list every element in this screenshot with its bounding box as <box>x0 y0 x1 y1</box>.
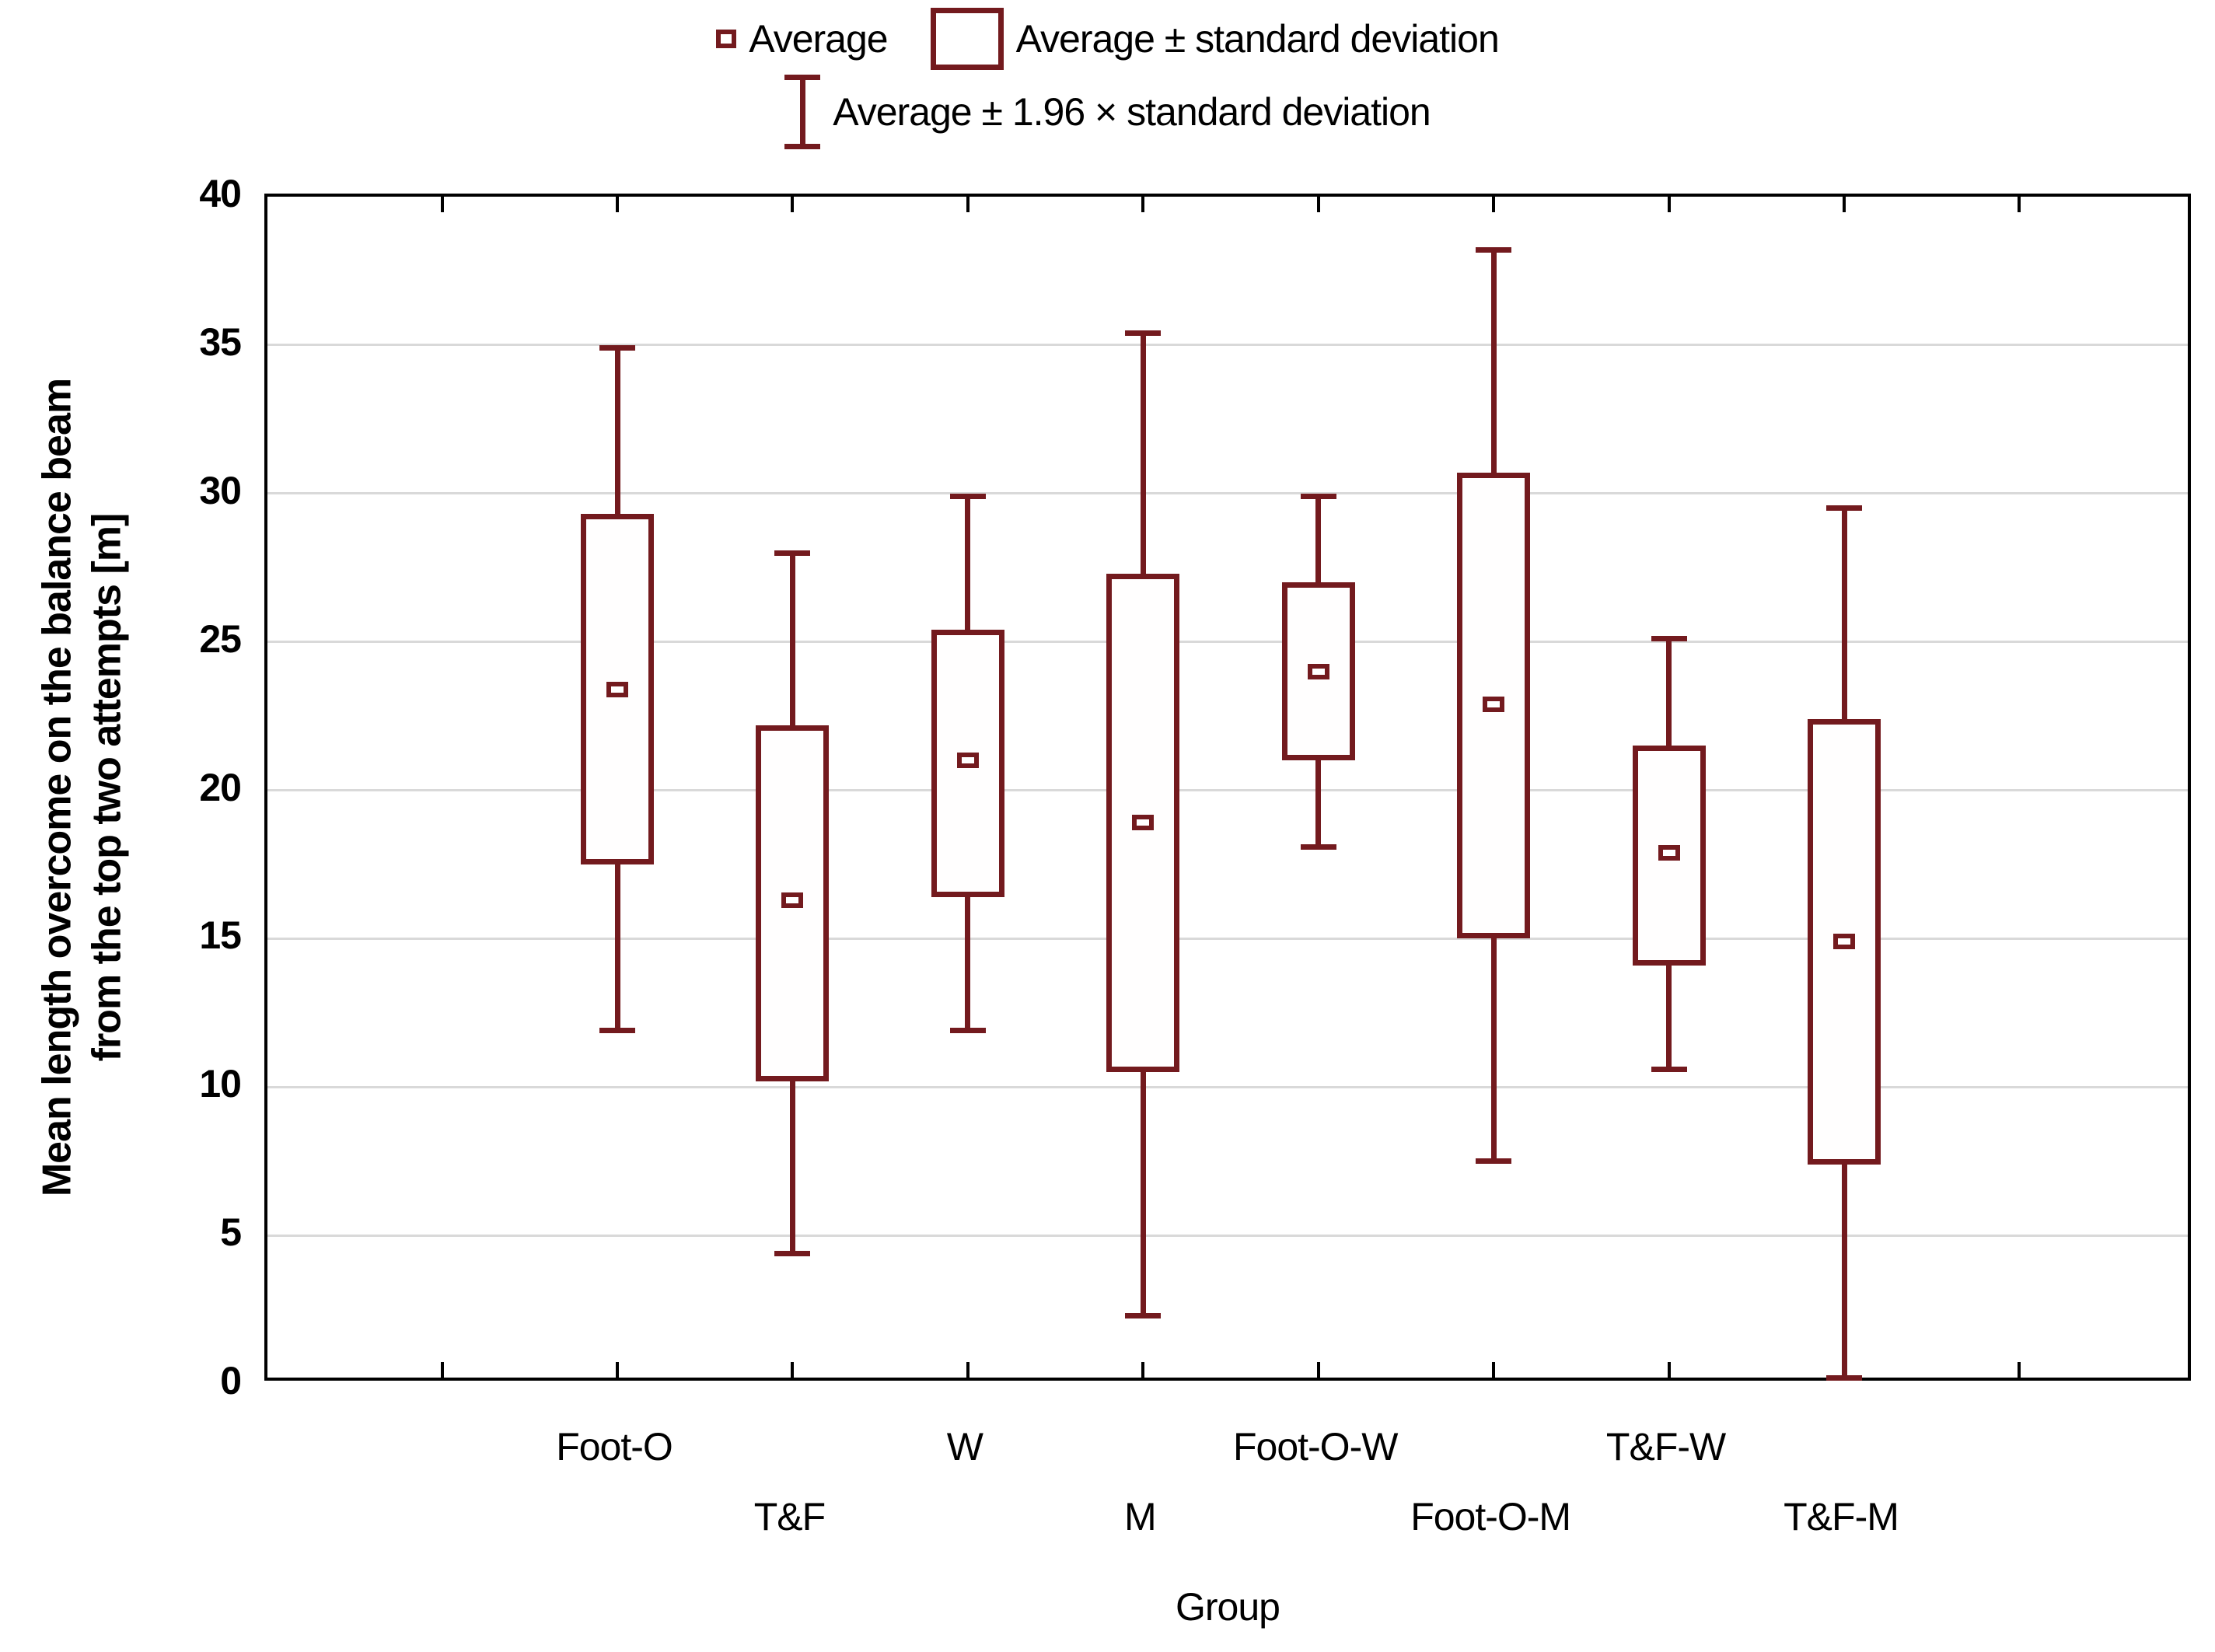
whisker-high-cap <box>774 550 811 556</box>
whisker-low-cap <box>774 1250 811 1256</box>
gridline-y-35 <box>267 344 2188 347</box>
x-tick-bottom <box>1667 1362 1671 1378</box>
gridline-y-30 <box>267 492 2188 495</box>
whisker-high-cap <box>949 494 986 500</box>
mean-marker <box>1483 696 1505 712</box>
gridline-y-20 <box>267 789 2188 791</box>
x-category-label-6: Foot-O-M <box>1410 1495 1571 1538</box>
x-tick-top <box>1141 197 1145 212</box>
x-axis-title: Group <box>1176 1585 1280 1629</box>
gridline-y-15 <box>267 937 2188 940</box>
legend-row-1: Average Average ± standard deviation <box>716 8 1500 70</box>
legend-label-avg-sd: Average ± standard deviation <box>1015 17 1500 61</box>
x-tick-bottom <box>1141 1362 1145 1378</box>
plot-area <box>264 194 2191 1381</box>
y-tick-label-40: 40 <box>199 172 242 215</box>
y-axis-title: Mean length overcome on the balance beam… <box>16 194 148 1381</box>
x-tick-top <box>791 197 795 212</box>
legend-item-average: Average <box>716 16 889 61</box>
y-tick-label-35: 35 <box>199 320 242 364</box>
legend-item-avg-sd: Average ± standard deviation <box>930 8 1500 70</box>
y-tick-label-30: 30 <box>199 468 242 512</box>
y-tick-label-0: 0 <box>220 1359 242 1402</box>
mean-marker <box>781 892 804 908</box>
x-tick-top <box>1492 197 1496 212</box>
legend: Average Average ± standard deviation Ave… <box>0 8 2215 149</box>
x-tick-bottom <box>616 1362 619 1378</box>
y-tick-label-10: 10 <box>199 1062 242 1106</box>
x-category-label-3: W <box>946 1425 983 1469</box>
y-tick-label-5: 5 <box>220 1210 242 1255</box>
legend-row-2: Average ± 1.96 × standard deviation <box>784 75 1431 149</box>
x-category-label-4: M <box>1123 1495 1157 1538</box>
x-category-label-2: T&F <box>753 1495 826 1538</box>
whisker-bottom-cap <box>784 144 821 149</box>
mean-square-icon <box>716 30 737 48</box>
y-axis-title-line2: from the top two attempts [m] <box>84 513 130 1062</box>
mean-marker <box>956 753 979 769</box>
legend-label-avg-196sd: Average ± 1.96 × standard deviation <box>833 90 1431 134</box>
x-tick-bottom <box>966 1362 969 1378</box>
x-category-label-1: Foot-O <box>556 1425 673 1469</box>
mean-marker <box>1833 934 1855 950</box>
whisker-high-cap <box>1125 330 1162 337</box>
whisker-low-cap <box>1125 1312 1162 1318</box>
box-rect <box>1632 746 1706 966</box>
legend-label-average: Average <box>749 17 888 61</box>
whisker-high-cap <box>599 345 635 351</box>
whisker-low-cap <box>1300 843 1336 850</box>
gridline-y-5 <box>267 1234 2188 1237</box>
mean-marker <box>1132 815 1155 831</box>
x-tick-bottom <box>2018 1362 2021 1378</box>
x-category-label-5: Foot-O-W <box>1232 1425 1398 1469</box>
x-category-label-7: T&F-W <box>1605 1425 1726 1469</box>
x-tick-top <box>1667 197 1671 212</box>
whisker-line <box>799 75 805 149</box>
whisker-low-cap <box>949 1028 986 1034</box>
x-tick-top <box>2018 197 2021 212</box>
gridline-y-25 <box>267 641 2188 644</box>
legend-item-avg-196sd: Average ± 1.96 × standard deviation <box>784 75 1431 149</box>
whisker-high-cap <box>1826 505 1862 512</box>
whisker-low-cap <box>1826 1374 1862 1381</box>
x-tick-top <box>966 197 969 212</box>
whisker-high-cap <box>1476 247 1512 253</box>
x-tick-bottom <box>1316 1362 1320 1378</box>
mean-marker <box>1307 663 1329 679</box>
y-axis-title-line1: Mean length overcome on the balance beam <box>34 378 80 1197</box>
whisker-low-cap <box>599 1028 635 1034</box>
whisker-high-cap <box>1651 636 1687 642</box>
x-tick-bottom <box>791 1362 795 1378</box>
gridline-y-10 <box>267 1085 2188 1088</box>
x-tick-top <box>616 197 619 212</box>
whisker-high-cap <box>1300 494 1336 500</box>
mean-marker <box>1658 844 1680 861</box>
x-category-label-8: T&F-M <box>1784 1495 1899 1538</box>
x-tick-top <box>1843 197 1846 212</box>
x-tick-top <box>1316 197 1320 212</box>
mean-marker <box>606 681 628 697</box>
y-tick-label-15: 15 <box>199 913 242 958</box>
x-tick-bottom <box>1492 1362 1496 1378</box>
y-tick-label-20: 20 <box>199 765 242 809</box>
x-tick-bottom <box>440 1362 444 1378</box>
box-rect-icon <box>930 8 1004 70</box>
whisker-low-cap <box>1651 1066 1687 1072</box>
y-tick-label-25: 25 <box>199 616 242 661</box>
x-tick-top <box>440 197 444 212</box>
whisker-low-cap <box>1476 1158 1512 1165</box>
whisker-icon <box>784 75 821 149</box>
